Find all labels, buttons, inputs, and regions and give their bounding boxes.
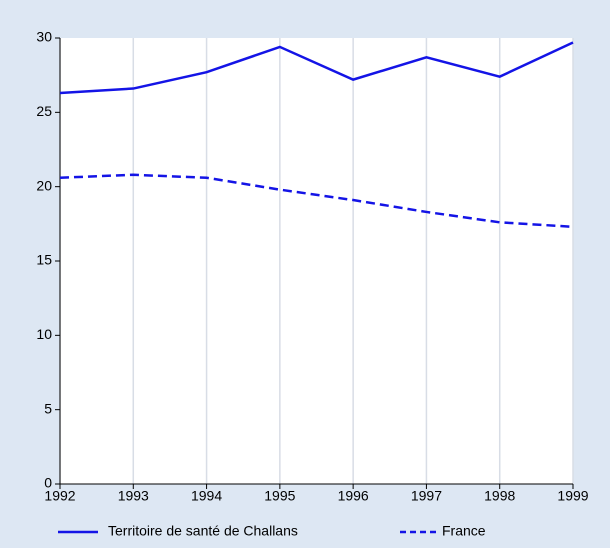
y-tick-label: 0 bbox=[44, 475, 52, 491]
y-tick-label: 30 bbox=[36, 29, 52, 45]
x-tick-label: 1995 bbox=[264, 488, 295, 504]
y-tick-label: 25 bbox=[36, 103, 52, 119]
legend-label: France bbox=[442, 523, 486, 539]
series-line bbox=[59, 41, 574, 95]
x-tick-label: 1999 bbox=[557, 488, 588, 504]
series-line bbox=[59, 173, 574, 229]
x-tick-label: 1992 bbox=[44, 488, 75, 504]
x-tick-label: 1996 bbox=[338, 488, 369, 504]
plot-area bbox=[60, 38, 573, 484]
legend-label: Territoire de santé de Challans bbox=[108, 523, 298, 539]
y-tick-label: 5 bbox=[44, 400, 52, 416]
y-tick-label: 20 bbox=[36, 177, 52, 193]
y-tick-label: 10 bbox=[36, 326, 52, 342]
x-tick-label: 1997 bbox=[411, 488, 442, 504]
x-tick-label: 1993 bbox=[118, 488, 149, 504]
x-tick-label: 1998 bbox=[484, 488, 515, 504]
y-tick-label: 15 bbox=[36, 252, 52, 268]
x-tick-label: 1994 bbox=[191, 488, 222, 504]
